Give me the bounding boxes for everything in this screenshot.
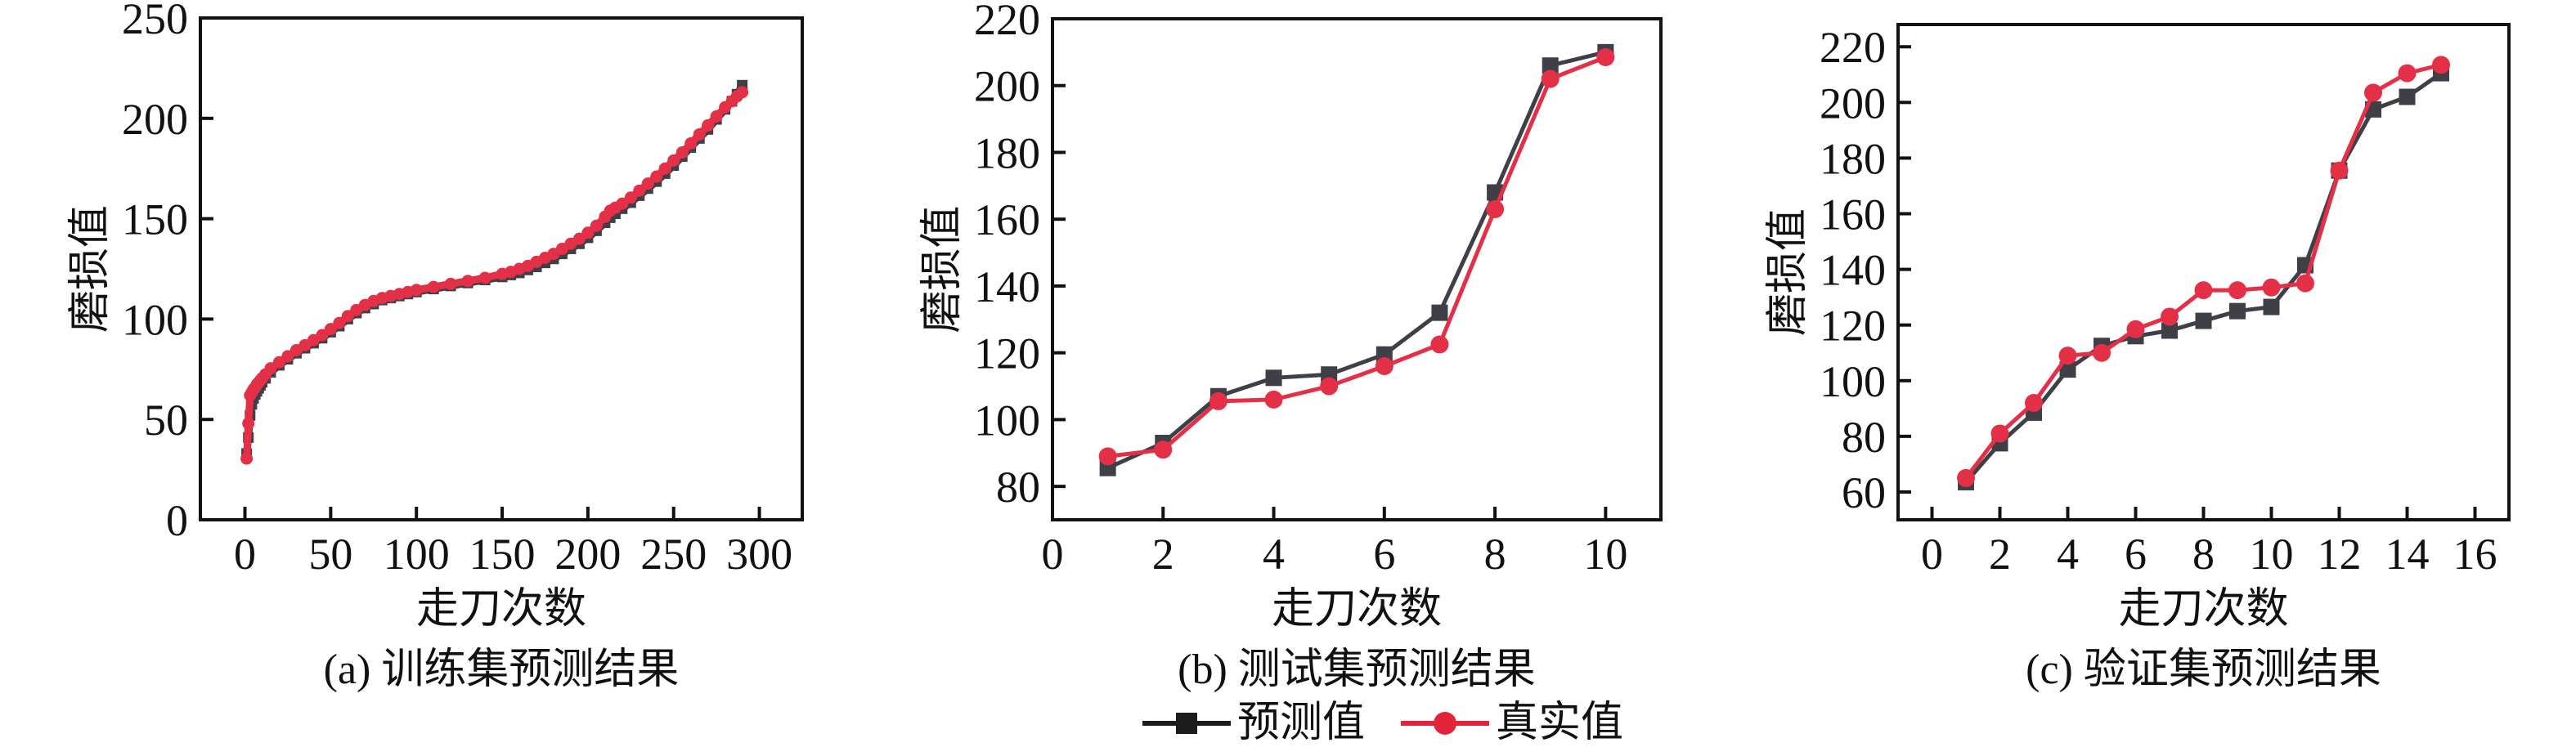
svg-text:50: 50	[144, 396, 188, 445]
chart-training-set: 0 50 100 150 200 250 300 0 50 100 150 200 250 走刀次数 磨损值…	[67, 0, 804, 693]
svg-text:8: 8	[1484, 530, 1506, 579]
svg-text:4: 4	[2057, 530, 2079, 579]
legend: 预测值 真实值	[1051, 696, 1713, 750]
svg-text:6: 6	[2125, 530, 2147, 579]
svg-text:120: 120	[1820, 302, 1886, 351]
svg-text:2: 2	[1152, 530, 1174, 579]
svg-text:走刀次数: 走刀次数	[2118, 586, 2288, 633]
svg-text:50: 50	[308, 530, 352, 579]
svg-text:160: 160	[1820, 190, 1886, 239]
svg-text:2: 2	[1989, 530, 2011, 579]
svg-text:180: 180	[974, 128, 1040, 177]
svg-text:150: 150	[469, 530, 536, 579]
svg-text:220: 220	[974, 0, 1040, 44]
svg-text:16: 16	[2453, 530, 2497, 579]
svg-text:100: 100	[974, 396, 1040, 445]
predicted-series-marker-icon	[1142, 713, 1231, 734]
svg-text:100: 100	[384, 530, 450, 579]
svg-text:(b) 测试集预测结果: (b) 测试集预测结果	[1178, 646, 1536, 693]
svg-text:磨损值: 磨损值	[1765, 208, 1811, 336]
svg-text:80: 80	[996, 463, 1040, 512]
svg-text:14: 14	[2385, 530, 2430, 579]
legend-item-actual: 真实值	[1399, 702, 1623, 745]
svg-text:200: 200	[122, 95, 188, 144]
svg-text:220: 220	[1820, 23, 1886, 72]
svg-text:走刀次数: 走刀次数	[416, 586, 586, 633]
svg-text:200: 200	[554, 530, 621, 579]
svg-text:100: 100	[122, 295, 188, 344]
actual-series-marker-icon	[1401, 712, 1489, 735]
svg-text:10: 10	[2250, 530, 2294, 579]
svg-text:(c) 验证集预测结果: (c) 验证集预测结果	[2026, 646, 2381, 693]
svg-text:0: 0	[1042, 530, 1064, 579]
svg-text:4: 4	[1263, 530, 1285, 579]
svg-text:120: 120	[974, 329, 1040, 378]
legend-label-actual: 真实值	[1496, 700, 1624, 746]
legend-label-predicted: 预测值	[1236, 700, 1365, 746]
svg-text:走刀次数: 走刀次数	[1272, 586, 1442, 633]
svg-text:140: 140	[1820, 246, 1886, 295]
svg-text:250: 250	[122, 0, 188, 43]
svg-text:0: 0	[166, 496, 188, 545]
svg-text:140: 140	[974, 262, 1040, 311]
legend-item-predicted: 预测值	[1141, 702, 1365, 745]
svg-text:180: 180	[1820, 134, 1886, 183]
svg-text:0: 0	[1921, 530, 1943, 579]
svg-text:100: 100	[1820, 357, 1886, 406]
svg-text:磨损值: 磨损值	[67, 205, 114, 333]
chart-validation-set: 0 2 4 6 8 10 12 14 16 60 80 100 120 140 160 180 200 220 走刀…	[1765, 23, 2511, 693]
svg-text:150: 150	[122, 195, 188, 244]
chart-test-set: 0 2 4 6 8 10 80 100 120 140 160 180 200 220 走刀次数 磨损值 (b)…	[919, 0, 1663, 693]
svg-text:8: 8	[2192, 530, 2215, 579]
svg-text:80: 80	[1842, 413, 1886, 462]
svg-text:250: 250	[640, 530, 707, 579]
svg-text:磨损值: 磨损值	[919, 205, 966, 333]
svg-text:200: 200	[1820, 78, 1886, 127]
svg-text:0: 0	[234, 530, 256, 579]
svg-text:300: 300	[726, 530, 792, 579]
svg-text:160: 160	[974, 195, 1040, 244]
svg-text:200: 200	[974, 62, 1040, 111]
svg-text:12: 12	[2318, 530, 2362, 579]
svg-text:10: 10	[1583, 530, 1627, 579]
svg-text:60: 60	[1842, 468, 1886, 517]
svg-text:(a) 训练集预测结果: (a) 训练集预测结果	[324, 646, 680, 693]
svg-text:6: 6	[1373, 530, 1395, 579]
